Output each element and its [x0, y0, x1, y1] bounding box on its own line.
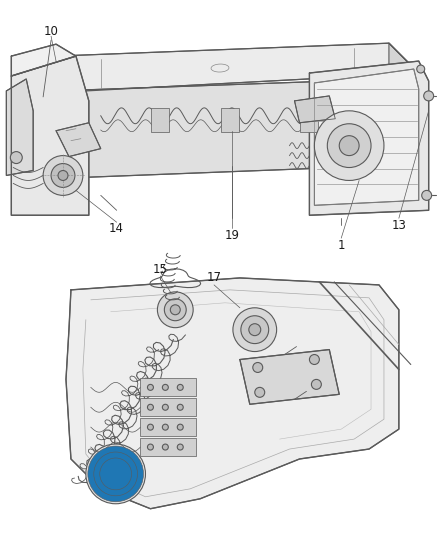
Circle shape — [254, 387, 264, 397]
Circle shape — [170, 305, 180, 315]
Polygon shape — [66, 278, 398, 508]
Circle shape — [314, 111, 383, 181]
Circle shape — [177, 404, 183, 410]
Circle shape — [11, 151, 22, 164]
Circle shape — [177, 424, 183, 430]
Text: 1: 1 — [337, 239, 344, 252]
Circle shape — [88, 446, 143, 502]
Circle shape — [311, 379, 321, 389]
FancyBboxPatch shape — [139, 398, 196, 416]
Circle shape — [106, 464, 125, 484]
Circle shape — [252, 362, 262, 373]
Polygon shape — [314, 69, 418, 205]
Polygon shape — [6, 79, 33, 175]
Circle shape — [421, 190, 431, 200]
FancyBboxPatch shape — [139, 418, 196, 436]
Circle shape — [327, 124, 370, 167]
Polygon shape — [294, 96, 335, 123]
Circle shape — [162, 444, 168, 450]
FancyBboxPatch shape — [139, 378, 196, 397]
Circle shape — [51, 164, 75, 188]
Text: 17: 17 — [206, 271, 221, 285]
Circle shape — [43, 156, 83, 196]
Circle shape — [86, 444, 145, 504]
Circle shape — [147, 384, 153, 390]
FancyBboxPatch shape — [220, 108, 238, 132]
Circle shape — [95, 454, 135, 494]
Text: 10: 10 — [43, 25, 58, 38]
Circle shape — [147, 424, 153, 430]
Circle shape — [164, 299, 186, 321]
Polygon shape — [239, 350, 339, 404]
Circle shape — [157, 292, 193, 328]
Text: 14: 14 — [109, 222, 124, 235]
Polygon shape — [56, 123, 101, 157]
Text: 13: 13 — [391, 219, 406, 232]
Circle shape — [162, 424, 168, 430]
Circle shape — [99, 458, 131, 490]
Polygon shape — [309, 61, 427, 215]
Polygon shape — [56, 43, 418, 91]
Circle shape — [94, 452, 137, 496]
Circle shape — [162, 384, 168, 390]
Circle shape — [162, 404, 168, 410]
Circle shape — [147, 404, 153, 410]
Circle shape — [177, 444, 183, 450]
Circle shape — [416, 65, 424, 73]
Circle shape — [147, 444, 153, 450]
Circle shape — [339, 136, 358, 156]
Polygon shape — [56, 79, 388, 179]
FancyBboxPatch shape — [151, 108, 169, 132]
Circle shape — [248, 324, 260, 336]
Circle shape — [177, 384, 183, 390]
Circle shape — [309, 354, 318, 365]
Polygon shape — [11, 56, 88, 215]
Circle shape — [240, 316, 268, 344]
Circle shape — [423, 91, 433, 101]
Polygon shape — [388, 43, 418, 166]
FancyBboxPatch shape — [300, 108, 318, 132]
Circle shape — [233, 308, 276, 352]
Text: 15: 15 — [152, 263, 167, 277]
FancyBboxPatch shape — [139, 438, 196, 456]
Circle shape — [58, 171, 68, 181]
Polygon shape — [11, 44, 76, 76]
Text: 19: 19 — [224, 229, 239, 241]
